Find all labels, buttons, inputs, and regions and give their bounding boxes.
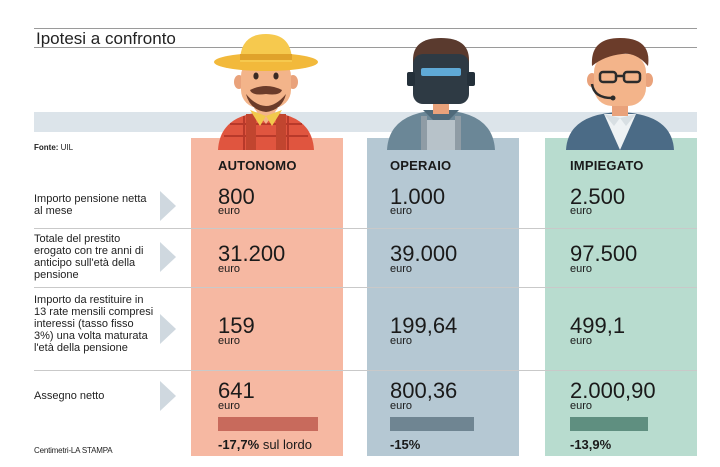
value-pensione-autonomo: 800 — [218, 184, 255, 209]
arrow-right-icon — [160, 242, 176, 272]
page-title: Ipotesi a confronto — [36, 29, 176, 48]
unit-label: euro — [390, 400, 413, 412]
column-operaio — [367, 138, 519, 456]
unit-label: euro — [218, 263, 241, 275]
change-bar-operaio — [390, 417, 474, 431]
unit-label: euro — [570, 335, 593, 347]
arrow-right-icon — [160, 381, 176, 411]
value-assegno-impiegato: 2.000,90 — [570, 378, 656, 403]
row-label-prestito: Totale del prestito erogato con tre anni… — [34, 233, 144, 281]
top-rule — [34, 28, 697, 29]
unit-label: euro — [570, 263, 593, 275]
value-restituire-impiegato: 499,1 — [570, 313, 626, 338]
change-bar-impiegato — [570, 417, 648, 431]
welder-with-mask-icon — [387, 38, 495, 150]
row-divider — [34, 287, 697, 288]
arrow-right-icon — [160, 191, 176, 221]
column-impiegato — [545, 138, 697, 456]
change-autonomo: -17,7% sul lordo — [218, 437, 312, 452]
office-worker-with-headset-icon — [566, 38, 674, 150]
arrow-right-icon — [160, 314, 176, 344]
unit-label: euro — [218, 400, 241, 412]
change-value: -15% — [390, 437, 421, 452]
value-restituire-autonomo: 159 — [218, 313, 255, 338]
value-assegno-operaio: 800,36 — [390, 378, 458, 403]
row-label-restituire: Importo da restituire in 13 rate mensili… — [34, 294, 154, 354]
value-pensione-impiegato: 2.500 — [570, 184, 626, 209]
change-impiegato: -13,9% — [570, 437, 611, 452]
unit-label: euro — [390, 205, 413, 217]
heading-impiegato: IMPIEGATO — [570, 158, 644, 173]
row-divider — [34, 228, 697, 229]
value-prestito-autonomo: 31.200 — [218, 241, 286, 266]
value-pensione-operaio: 1.000 — [390, 184, 446, 209]
heading-operaio: OPERAIO — [390, 158, 452, 173]
header-band — [34, 112, 697, 132]
unit-label: euro — [390, 335, 413, 347]
unit-label: euro — [218, 335, 241, 347]
row-label-assegno: Assegno netto — [34, 390, 105, 402]
change-value: -13,9% — [570, 437, 612, 452]
row-label-pensione: Importo pensione netta al mese — [34, 193, 147, 217]
value-restituire-operaio: 199,64 — [390, 313, 458, 338]
unit-label: euro — [390, 263, 413, 275]
source-value: UIL — [60, 143, 74, 152]
change-operaio: -15% — [390, 437, 420, 452]
heading-autonomo: AUTONOMO — [218, 158, 297, 173]
credit: Centimetri-LA STAMPA — [34, 446, 113, 455]
change-suffix: sul lordo — [259, 437, 312, 452]
source-label: Fonte: — [34, 143, 59, 152]
column-autonomo — [191, 138, 343, 456]
farmer-with-hat-icon — [214, 34, 318, 150]
source-note: Fonte: UIL — [34, 143, 73, 152]
unit-label: euro — [570, 400, 593, 412]
title-rule — [34, 47, 697, 48]
value-prestito-operaio: 39.000 — [390, 241, 458, 266]
value-assegno-autonomo: 641 — [218, 378, 255, 403]
value-prestito-impiegato: 97.500 — [570, 241, 638, 266]
unit-label: euro — [218, 205, 241, 217]
unit-label: euro — [570, 205, 593, 217]
row-divider — [34, 370, 697, 371]
change-bar-autonomo — [218, 417, 318, 431]
change-value: -17,7% — [218, 437, 260, 452]
